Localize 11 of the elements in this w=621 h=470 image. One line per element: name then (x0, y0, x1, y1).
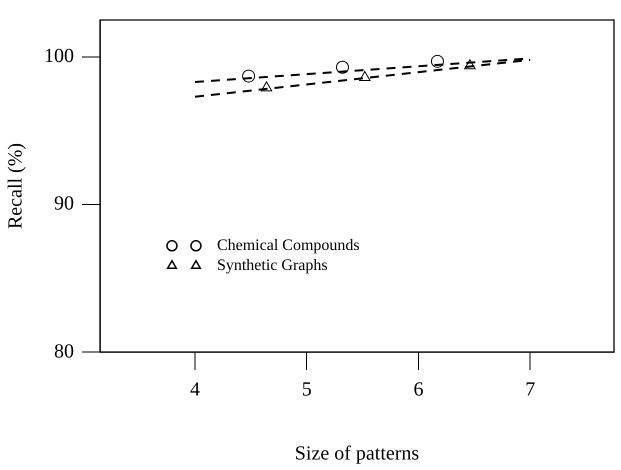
x-tick-label: 6 (413, 378, 424, 400)
legend-label: Synthetic Graphs (216, 256, 328, 274)
y-axis-title: Recall (%) (4, 142, 26, 230)
x-axis-title: Size of patterns (294, 442, 420, 464)
x-tick-label: 5 (302, 378, 312, 400)
y-tick-label: 90 (54, 192, 74, 215)
y-tick-label: 80 (54, 340, 74, 362)
x-tick-label: 4 (190, 378, 200, 400)
x-tick-label: 7 (525, 378, 536, 400)
y-tick-label: 100 (44, 45, 74, 68)
legend-label: Chemical Compounds (216, 236, 360, 254)
